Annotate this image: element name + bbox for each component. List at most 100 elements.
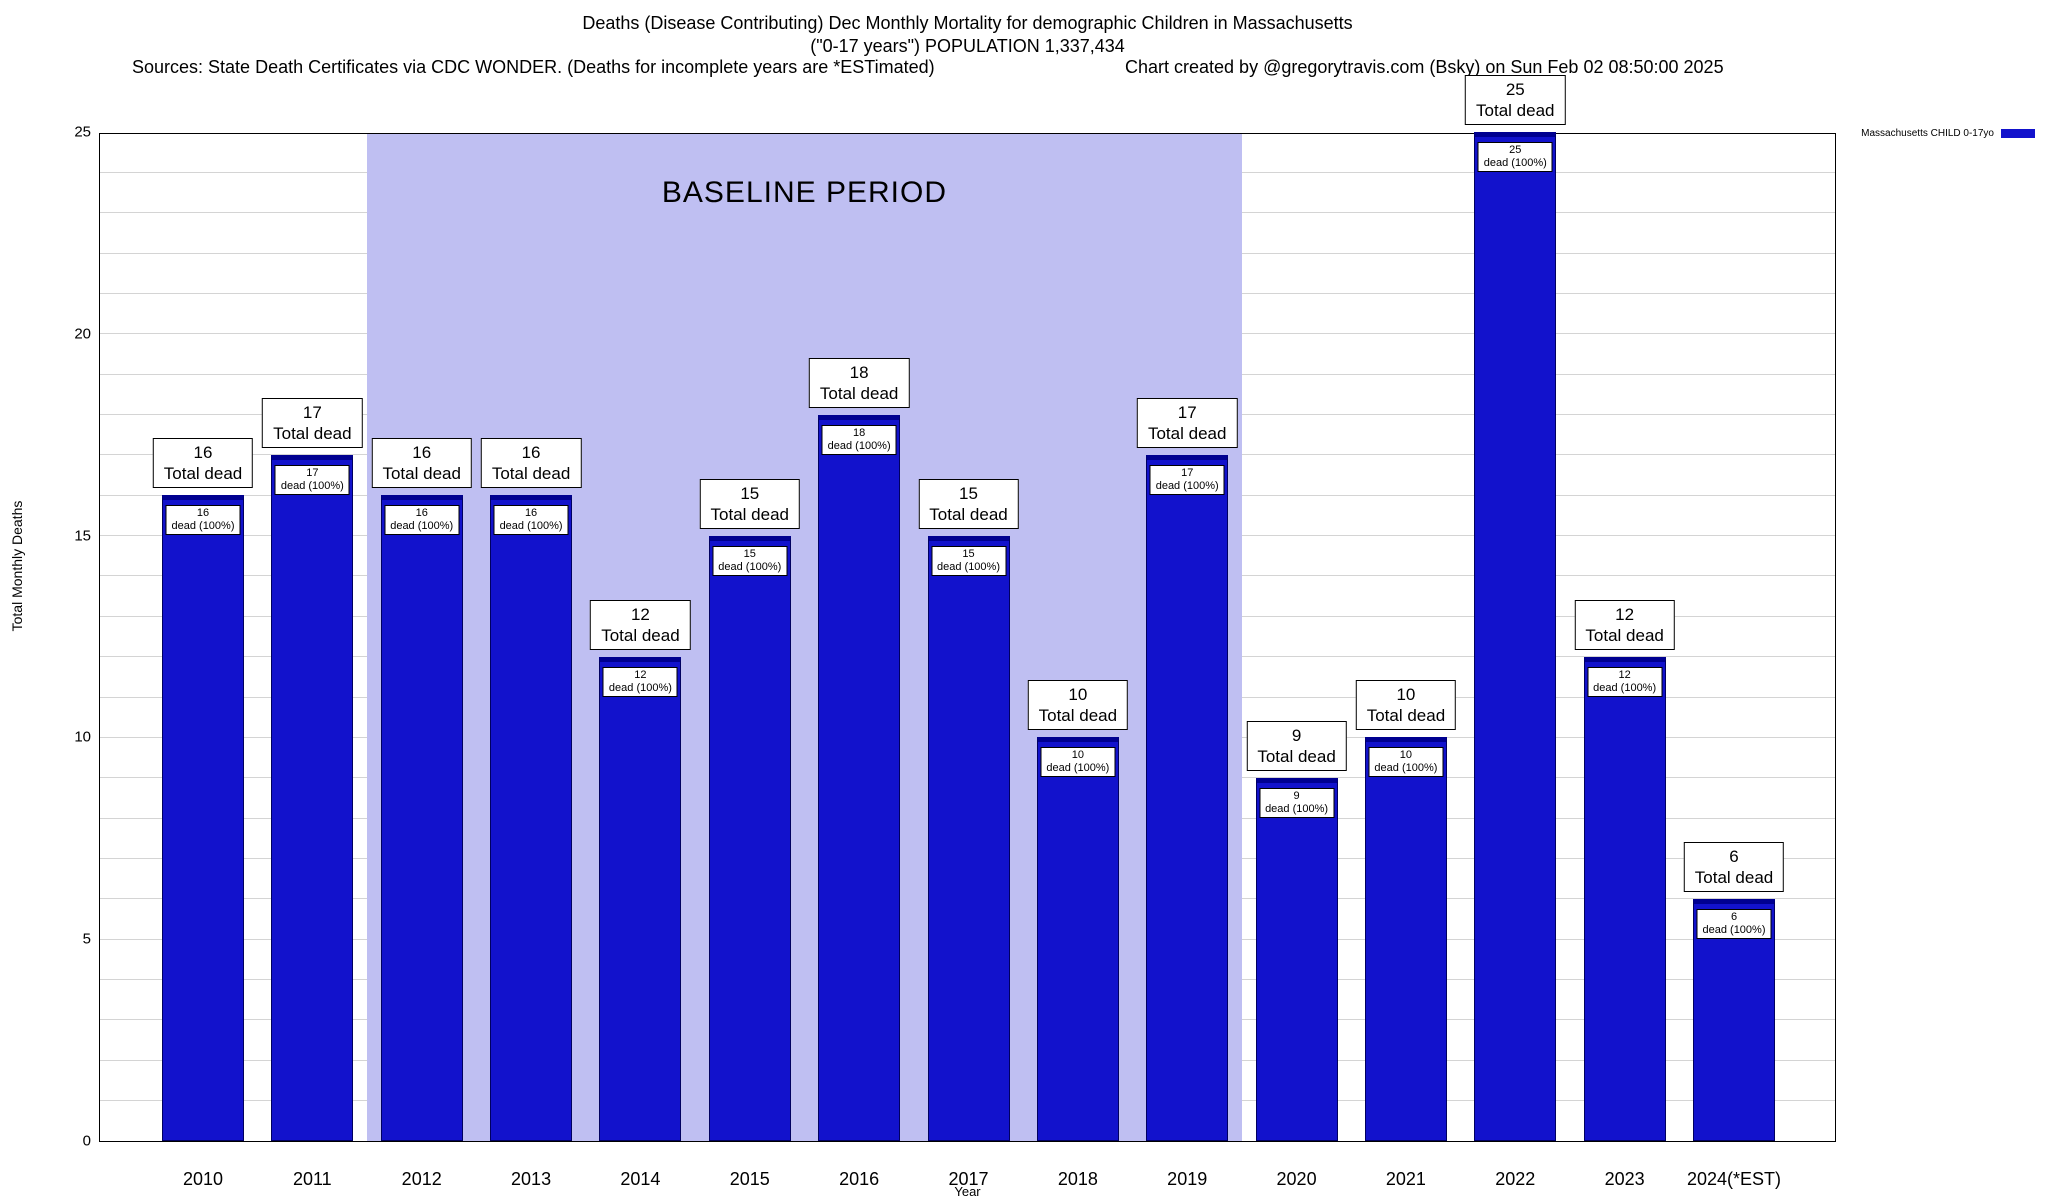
bar-total-value: 16: [412, 443, 432, 463]
bar-total-text: Total dead: [819, 383, 899, 403]
x-tick-label-2021: 2021: [1385, 1169, 1426, 1189]
bar-inner-text: dead (100%): [1593, 681, 1657, 694]
bar-inner-value: 10: [1399, 749, 1413, 762]
bar-total-label-box: 17 Total dead: [262, 397, 363, 448]
bar-2016: [818, 414, 901, 1141]
x-tick-label-2019: 2019: [1167, 1169, 1208, 1189]
bar-inner-label-box: 16 dead (100%): [384, 505, 460, 536]
bar-total-text: Total dead: [929, 504, 1008, 524]
credit-note: Chart created by @gregorytravis.com (Bsk…: [1125, 57, 1724, 77]
bar-inner-label-box: 15 dead (100%): [712, 545, 788, 576]
bar-inner-text: dead (100%): [1483, 157, 1547, 169]
bar-total-label-box: 9 Total dead: [1246, 720, 1347, 771]
bar-inner-label-box: 12 dead (100%): [1587, 666, 1663, 697]
bar-2022: [1474, 132, 1557, 1141]
bar-inner-text: dead (100%): [390, 520, 454, 533]
bar-inner-value: 16: [415, 507, 428, 520]
bar-total-value: 9: [1291, 725, 1302, 745]
bar-total-value: 17: [302, 402, 322, 422]
bar-inner-text: dead (100%): [718, 560, 782, 573]
bar-2023: [1583, 656, 1666, 1141]
bar-total-value: 12: [630, 604, 650, 624]
y-tick-label: 20: [74, 325, 91, 343]
bar-inner-text: dead (100%): [1374, 762, 1438, 775]
bar-total-text: Total dead: [1585, 625, 1664, 645]
bar-inner-value: 17: [306, 466, 319, 479]
baseline-period-label: BASELINE PERIOD: [661, 176, 947, 209]
bar-total-label-box: 10 Total dead: [1355, 680, 1457, 731]
bar-total-text: Total dead: [601, 625, 680, 645]
bar-total-value: 16: [521, 443, 541, 463]
bar-inner-text: dead (100%): [1265, 802, 1329, 815]
legend-swatch: [2001, 129, 2035, 138]
bar-inner-text: dead (100%): [1046, 762, 1110, 775]
bar-total-label-box: 6 Total dead: [1683, 841, 1785, 892]
bar-total-value: 6: [1729, 846, 1739, 866]
x-tick-label-2015: 2015: [729, 1169, 770, 1189]
bar-total-value: 15: [740, 483, 760, 503]
bar-total-label-box: 16 Total dead: [152, 438, 254, 489]
x-tick-label-2010: 2010: [182, 1169, 224, 1189]
bar-inner-label-box: 16 dead (100%): [493, 505, 569, 536]
bar-inner-label-box: 15 dead (100%): [931, 545, 1006, 576]
x-tick-label-2017: 2017: [948, 1169, 989, 1189]
y-axis-title: Total Monthly Deaths: [9, 500, 25, 632]
bar-total-text: Total dead: [1147, 423, 1227, 443]
y-tick-label: 5: [82, 930, 91, 948]
x-tick-label-2020: 2020: [1276, 1169, 1317, 1189]
bar-inner-label-box: 17 dead (100%): [274, 464, 350, 495]
bar-inner-text: dead (100%): [280, 479, 344, 492]
bar-inner-text: dead (100%): [171, 520, 235, 533]
bar-inner-text: dead (100%): [499, 520, 563, 533]
bar-inner-label-box: 12 dead (100%): [602, 666, 678, 697]
bar-total-label-box: 15 Total dead: [699, 478, 801, 529]
bar-inner-text: dead (100%): [608, 681, 672, 694]
bar-2011: [271, 454, 354, 1141]
bar-total-value: 12: [1615, 604, 1635, 624]
bar-total-value: 15: [959, 483, 978, 503]
bar-total-text: Total dead: [273, 423, 352, 443]
bar-total-label-box: 16 Total dead: [371, 438, 472, 489]
bar-inner-text: dead (100%): [827, 439, 891, 452]
sources-note: Sources: State Death Certificates via CD…: [132, 57, 935, 77]
bar-inner-label-box: 9 dead (100%): [1259, 787, 1335, 818]
bar-inner-value: 12: [634, 668, 647, 681]
bar-total-label-box: 25 Total dead: [1465, 75, 1566, 125]
bar-total-text: Total dead: [1366, 706, 1446, 726]
bar-total-text: Total dead: [1694, 867, 1774, 887]
bar-2012: [380, 495, 463, 1141]
bar-inner-value: 25: [1509, 144, 1522, 156]
x-axis-title: Year: [954, 1184, 981, 1199]
bar-total-text: Total dead: [1476, 101, 1555, 120]
bar-total-value: 25: [1505, 80, 1525, 99]
x-tick-label-2022: 2022: [1495, 1169, 1536, 1189]
bar-inner-value: 16: [196, 507, 210, 520]
x-tick-label-2011: 2011: [292, 1169, 332, 1189]
bar-total-label-box: 15 Total dead: [918, 478, 1019, 529]
bar-total-label-box: 18 Total dead: [808, 357, 910, 408]
bar-inner-text: dead (100%): [1155, 479, 1219, 492]
bar-2010: [162, 495, 244, 1141]
bar-2017: [927, 535, 1010, 1141]
y-tick-label: 0: [82, 1132, 91, 1150]
bar-total-value: 18: [849, 362, 869, 382]
bar-inner-label-box: 10 dead (100%): [1368, 747, 1444, 778]
chart-subtitle: ("0-17 years") POPULATION 1,337,434: [810, 36, 1125, 56]
bar-total-text: Total dead: [1257, 746, 1336, 766]
bar-2020: [1255, 777, 1338, 1141]
bar-2021: [1364, 737, 1447, 1141]
bar-inner-value: 15: [962, 547, 975, 560]
bar-inner-text: dead (100%): [937, 560, 1000, 573]
bar-total-label-box: 12 Total dead: [590, 599, 691, 650]
bar-2024(*EST): [1693, 898, 1775, 1141]
bar-inner-value: 12: [1618, 668, 1631, 681]
title-block: Deaths (Disease Contributing) Dec Monthl…: [99, 12, 1836, 58]
bar-inner-value: 16: [524, 507, 538, 520]
plot-area: 0 5 10 15 20 25 BASELINE PERIOD 16 Total dead 16 d…: [74, 75, 1836, 1189]
y-tick-label: 15: [74, 527, 91, 545]
bar-total-text: Total dead: [382, 464, 461, 484]
legend: Massachusetts CHILD 0-17yo: [1861, 128, 2035, 139]
y-tick-label: 10: [74, 728, 91, 746]
bar-2013: [490, 495, 573, 1141]
x-tick-label-2012: 2012: [401, 1169, 442, 1189]
